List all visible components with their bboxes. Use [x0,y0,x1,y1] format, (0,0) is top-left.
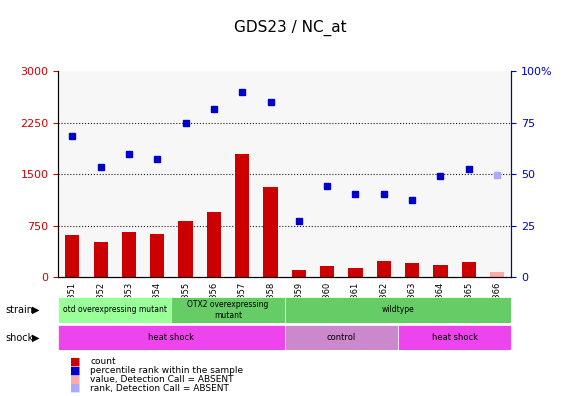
Text: ■: ■ [70,383,80,393]
Text: percentile rank within the sample: percentile rank within the sample [90,366,243,375]
Bar [65,235,80,277]
Text: ■: ■ [70,366,80,376]
FancyBboxPatch shape [285,297,511,323]
Bar [228,71,256,277]
Bar [256,71,285,277]
Bar [178,221,193,277]
Bar [263,187,278,277]
Bar [426,71,455,277]
Bar [483,71,511,277]
Bar [143,71,171,277]
FancyBboxPatch shape [58,325,285,350]
Text: heat shock: heat shock [432,333,478,342]
Text: ▶: ▶ [32,305,40,315]
Text: wildtype: wildtype [382,305,414,314]
Bar [122,232,136,277]
Bar [58,71,87,277]
Bar [285,71,313,277]
Text: shock: shock [6,333,34,343]
Text: ■: ■ [70,357,80,367]
Bar [171,71,200,277]
Text: otd overexpressing mutant: otd overexpressing mutant [63,305,167,314]
Bar [455,71,483,277]
Text: heat shock: heat shock [148,333,195,342]
Bar [405,263,419,277]
Bar [490,272,504,277]
Bar [462,262,476,277]
Text: control: control [327,333,356,342]
Bar [313,71,342,277]
Bar [235,154,249,277]
Text: rank, Detection Call = ABSENT: rank, Detection Call = ABSENT [90,384,229,392]
Text: ■: ■ [70,374,80,385]
Bar [320,266,334,277]
Text: value, Detection Call = ABSENT: value, Detection Call = ABSENT [90,375,234,384]
Bar [150,234,164,277]
Bar [433,265,447,277]
Text: GDS23 / NC_at: GDS23 / NC_at [234,20,347,36]
Bar [115,71,143,277]
Text: OTX2 overexpressing
mutant: OTX2 overexpressing mutant [187,300,269,320]
Bar [398,71,426,277]
Bar [342,71,370,277]
Bar [207,212,221,277]
Bar [349,268,363,277]
Bar [370,71,398,277]
Text: count: count [90,358,116,366]
FancyBboxPatch shape [398,325,511,350]
Bar [87,71,115,277]
FancyBboxPatch shape [58,297,171,323]
Text: ▶: ▶ [32,333,40,343]
Bar [200,71,228,277]
Bar [376,261,391,277]
FancyBboxPatch shape [285,325,398,350]
FancyBboxPatch shape [171,297,285,323]
Bar [292,270,306,277]
Bar [94,242,107,277]
Text: strain: strain [6,305,34,315]
